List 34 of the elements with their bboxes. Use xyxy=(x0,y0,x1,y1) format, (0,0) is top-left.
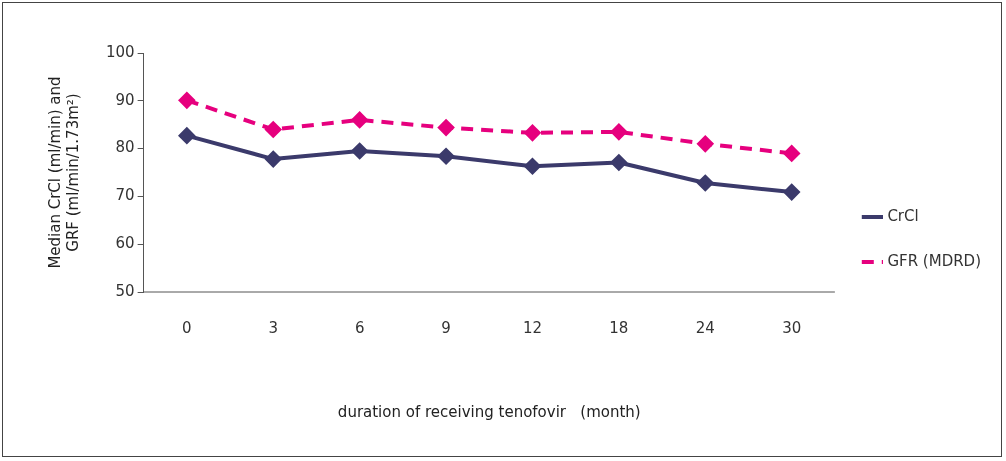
point xyxy=(351,142,368,159)
point xyxy=(438,148,455,165)
point xyxy=(783,145,800,162)
point xyxy=(265,151,282,168)
y-axis-title: Median CrCl (ml/min) and GRF (ml/min/1.73m²) xyxy=(45,76,82,269)
x-tick-label: 18 xyxy=(609,318,629,337)
point xyxy=(438,119,455,136)
point xyxy=(265,121,282,138)
point xyxy=(351,111,368,128)
point xyxy=(610,123,627,140)
x-tick-label: 9 xyxy=(441,318,451,337)
y-tick-label: 60 xyxy=(115,234,135,253)
legend-label: GFR (MDRD) xyxy=(887,251,982,270)
x-tick-label: 6 xyxy=(354,318,365,337)
y-tick-label: 70 xyxy=(115,186,135,205)
x-axis-title: duration of receiving tenofovir (month) xyxy=(337,402,641,421)
x-tick-label: 12 xyxy=(522,318,543,337)
x-tick-label: 3 xyxy=(268,318,279,337)
y-tick-label: 80 xyxy=(115,138,135,157)
point xyxy=(697,175,714,192)
x-tick-label: 0 xyxy=(182,318,192,337)
point xyxy=(178,127,195,144)
point xyxy=(610,154,627,171)
legend-label: CrCl xyxy=(887,206,919,225)
point xyxy=(524,124,541,141)
x-tick-label: 30 xyxy=(782,318,802,337)
y-tick-label: 50 xyxy=(115,281,135,300)
y-tick-label: 90 xyxy=(115,90,135,109)
point xyxy=(524,158,541,175)
point xyxy=(783,184,800,201)
point xyxy=(697,135,714,152)
point xyxy=(178,92,195,109)
x-tick-label: 24 xyxy=(695,318,715,337)
y-tick-label: 100 xyxy=(105,42,135,61)
